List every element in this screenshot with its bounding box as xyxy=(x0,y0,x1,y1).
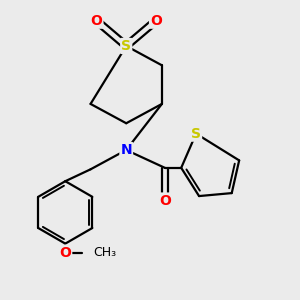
Text: S: S xyxy=(191,127,201,141)
Text: CH₃: CH₃ xyxy=(93,246,116,259)
Text: O: O xyxy=(150,14,162,28)
Text: O: O xyxy=(159,194,171,208)
Text: S: S xyxy=(121,39,131,53)
Text: O: O xyxy=(91,14,102,28)
Text: N: N xyxy=(120,143,132,157)
Text: O: O xyxy=(59,245,71,260)
